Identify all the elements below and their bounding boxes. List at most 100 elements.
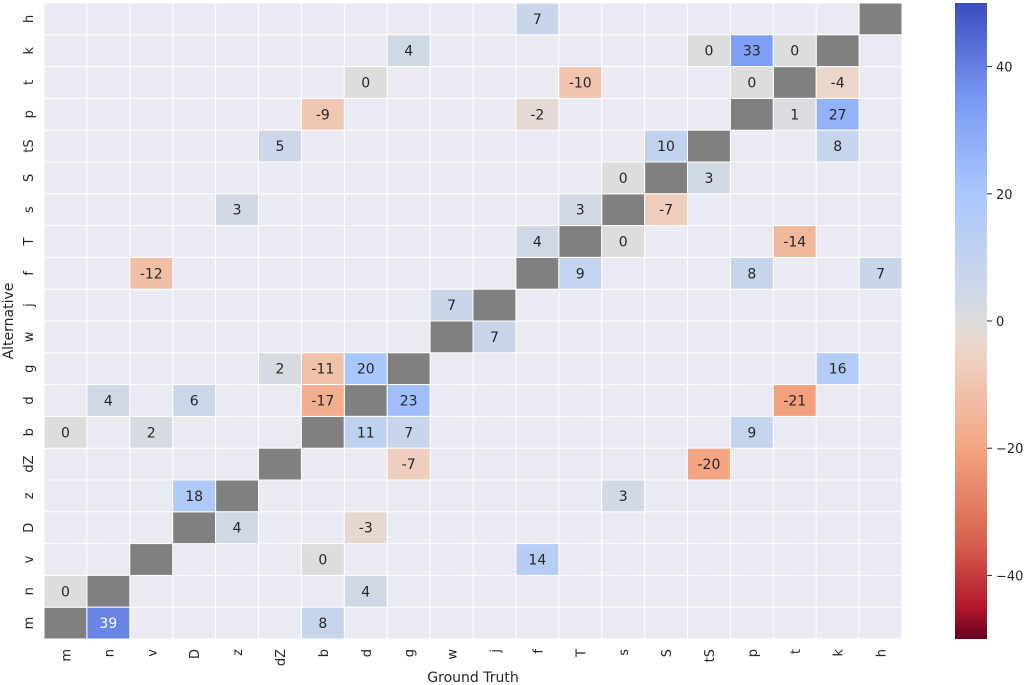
x-tick-label: h	[875, 649, 890, 657]
cell-value-label: -7	[402, 457, 416, 473]
masked-cell	[558, 225, 603, 258]
heatmap-cells: 74 0 33 00 -10 0 -4-9 -2 1 275 10 80 33 3 -74 0 -14-12 9 8…	[43, 2, 903, 640]
cell-value-label: 2	[275, 362, 284, 378]
cell-value-label: 20	[357, 362, 375, 378]
x-tick-label: b	[317, 649, 332, 657]
cell-value-label: 6	[190, 394, 199, 410]
x-tick-label: g	[403, 649, 418, 657]
cell-value-label: 7	[490, 330, 499, 346]
masked-cell	[300, 415, 345, 449]
colorbar-ticks: 40 20 0 −20 −40	[987, 61, 1023, 584]
y-tick-label: T	[22, 237, 37, 246]
cell-value-label: 7	[533, 12, 542, 28]
cell-value-label: 3	[233, 203, 242, 219]
cell-value-label: -2	[530, 107, 544, 123]
x-tick-label: s	[617, 649, 632, 656]
heatmap-cell	[515, 97, 560, 131]
x-tick-label: z	[231, 649, 246, 656]
y-tick-label: z	[22, 492, 37, 499]
colorbar: 40 20 0 −20 −40	[955, 3, 1023, 639]
heatmap-cell	[258, 129, 302, 163]
y-tick-label: p	[22, 110, 37, 118]
heatmap-cell	[729, 34, 774, 68]
heatmap-cell	[129, 256, 174, 290]
heatmap-cell	[815, 97, 860, 131]
cell-value-label: 0	[619, 235, 628, 251]
masked-cell	[729, 97, 774, 131]
cell-value-label: 4	[404, 44, 413, 60]
cell-value-label: 0	[361, 76, 370, 92]
y-tick-label: d	[22, 396, 37, 404]
y-tick-label: j	[22, 303, 37, 308]
heatmap-cell	[300, 97, 345, 131]
heatmap-cell	[687, 161, 731, 195]
cell-value-label: 33	[743, 44, 761, 60]
cell-value-label: 2	[147, 425, 156, 441]
heatmap-cell	[772, 97, 817, 131]
y-tick-label: s	[22, 206, 37, 213]
heatmap-cell	[429, 288, 474, 322]
heatmap-cell	[729, 415, 774, 449]
heatmap-cell	[644, 193, 688, 227]
heatmap-cell	[300, 543, 345, 576]
cell-value-label: 4	[233, 521, 242, 537]
cell-value-label: 14	[528, 553, 546, 569]
y-tick-labels: h k t p tS Ss Tf j w g d b dZ z Dv n m	[22, 15, 37, 630]
heatmap-cell	[558, 193, 603, 227]
y-tick-label: f	[22, 271, 37, 276]
cell-value-label: 0	[704, 44, 713, 60]
heatmap-cell	[558, 256, 603, 290]
x-tick-label: m	[59, 649, 74, 662]
cell-value-label: 18	[185, 489, 203, 505]
masked-cell	[815, 34, 860, 68]
heatmap-cell	[129, 415, 174, 449]
cell-value-label: 16	[829, 362, 847, 378]
masked-cell	[129, 543, 174, 576]
cell-value-label: 3	[619, 489, 628, 505]
cell-value-label: 4	[533, 235, 542, 251]
heatmap-cell	[601, 479, 646, 513]
heatmap-cell	[729, 256, 774, 290]
y-tick-label: b	[22, 428, 37, 436]
y-tick-label: dZ	[22, 455, 37, 472]
x-tick-label: f	[531, 649, 546, 654]
heatmap-cell	[300, 384, 345, 417]
cell-value-label: 4	[361, 584, 370, 600]
y-tick-label: n	[22, 587, 37, 595]
cell-value-label: -21	[783, 394, 806, 410]
cell-value-label: -10	[569, 76, 592, 92]
heatmap-cell	[215, 511, 260, 545]
heatmap-cell	[258, 352, 302, 386]
cell-value-label: 10	[657, 139, 675, 155]
masked-cell	[515, 256, 560, 290]
cell-value-label: 7	[447, 298, 456, 314]
colorbar-tick-label: −40	[996, 569, 1023, 584]
cell-value-label: 39	[99, 616, 117, 632]
x-tick-label: D	[188, 649, 203, 659]
masked-cell	[644, 161, 688, 195]
heatmap-cell	[386, 34, 431, 68]
heatmap-cell	[772, 225, 817, 258]
heatmap-cell	[343, 415, 388, 449]
cell-value-label: -9	[316, 107, 330, 123]
heatmap-cell	[343, 511, 388, 545]
heatmap-cell	[772, 34, 817, 68]
heatmap-cell	[343, 66, 388, 99]
heatmap-cell	[601, 161, 646, 195]
y-tick-label: tS	[22, 139, 37, 152]
masked-cell	[386, 352, 431, 386]
y-tick-label: m	[22, 617, 37, 630]
cell-value-label: 5	[275, 139, 284, 155]
masked-cell	[258, 447, 302, 481]
heatmap-cell	[729, 66, 774, 99]
cell-value-label: 1	[790, 107, 799, 123]
x-tick-label: p	[746, 649, 761, 657]
heatmap-cell	[815, 66, 860, 99]
heatmap-cell	[43, 574, 88, 608]
cell-value-label: 4	[104, 394, 113, 410]
cell-value-label: 8	[833, 139, 842, 155]
y-tick-label: v	[22, 555, 37, 563]
heatmap-cell	[86, 384, 131, 417]
